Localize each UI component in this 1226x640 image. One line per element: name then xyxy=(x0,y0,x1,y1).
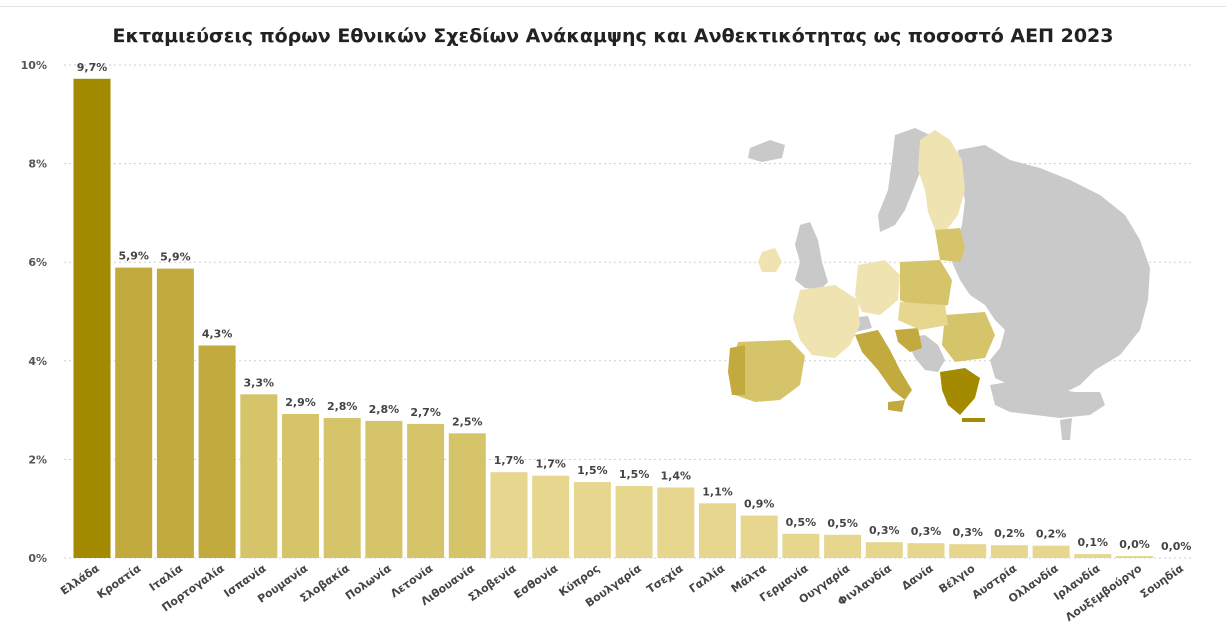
bar-20 xyxy=(907,543,945,558)
x-tick-label: Τσεχία xyxy=(644,562,686,596)
data-label: 0,2% xyxy=(1036,528,1067,541)
bar-22 xyxy=(990,545,1028,558)
data-label: 2,5% xyxy=(452,415,483,428)
bar-24 xyxy=(1074,554,1112,558)
map-croatia xyxy=(895,328,922,352)
data-label: 2,9% xyxy=(285,396,316,409)
bar-2 xyxy=(156,268,194,558)
map-non-eu-turkey xyxy=(990,380,1105,418)
map-hungary-czech xyxy=(898,302,948,330)
bar-14 xyxy=(657,487,695,558)
data-label: 0,3% xyxy=(952,526,983,539)
map-portugal xyxy=(728,345,745,395)
map-poland xyxy=(900,260,952,310)
data-label: 1,7% xyxy=(535,458,566,471)
bar-25 xyxy=(1116,556,1153,558)
y-tick-label: 8% xyxy=(28,158,47,171)
bar-13 xyxy=(615,486,653,558)
y-tick-label: 2% xyxy=(28,453,47,466)
map-non-eu-uk xyxy=(795,222,828,290)
data-label: 9,7% xyxy=(77,61,108,74)
bar-8 xyxy=(407,423,445,558)
data-label: 0,0% xyxy=(1119,538,1150,551)
data-label: 2,8% xyxy=(369,403,400,416)
chart-title: Εκταμιεύσεις πόρων Εθνικών Σχεδίων Ανάκα… xyxy=(112,25,1114,47)
data-label: 2,7% xyxy=(410,406,441,419)
data-label: 1,5% xyxy=(577,464,608,477)
data-label: 0,3% xyxy=(911,525,942,538)
y-tick-label: 4% xyxy=(28,355,47,368)
bar-10 xyxy=(490,472,528,558)
bar-0 xyxy=(73,78,111,559)
bar-15 xyxy=(699,503,736,558)
top-divider xyxy=(0,6,1226,7)
data-label: 0,2% xyxy=(994,527,1025,540)
map-non-eu-iceland xyxy=(748,140,785,162)
y-tick-label: 0% xyxy=(28,552,47,565)
bar-9 xyxy=(448,433,486,558)
map-non-eu-cyprus-east xyxy=(1060,418,1072,440)
map-sicily xyxy=(888,400,905,412)
bar-6 xyxy=(323,418,361,558)
data-label: 5,9% xyxy=(160,251,191,264)
europe-map-icon xyxy=(728,128,1150,440)
data-label: 0,3% xyxy=(869,524,900,537)
data-label: 1,5% xyxy=(619,468,650,481)
x-tick-label: Δανία xyxy=(899,562,936,593)
bar-7 xyxy=(365,420,403,558)
map-greece xyxy=(940,368,980,415)
map-baltics xyxy=(935,228,965,262)
map-crete xyxy=(962,418,985,422)
data-label: 5,9% xyxy=(118,250,149,263)
data-label: 0,5% xyxy=(786,516,817,529)
map-italy xyxy=(855,330,912,400)
bar-3 xyxy=(198,345,236,558)
x-tick-label: Γαλλία xyxy=(687,562,728,596)
map-non-eu-norway xyxy=(878,128,930,232)
map-france xyxy=(793,285,860,358)
x-tick-label: Λουξεμβούργο xyxy=(1063,562,1145,625)
map-romania-bulgaria xyxy=(942,312,995,362)
y-axis: 0% 2% 4% 6% 8% 10% xyxy=(21,59,47,565)
data-label: 0,5% xyxy=(827,517,858,530)
y-tick-label: 6% xyxy=(28,256,47,269)
data-label: 1,4% xyxy=(661,470,692,483)
y-tick-label: 10% xyxy=(21,59,47,72)
bar-17 xyxy=(782,533,820,558)
bar-21 xyxy=(949,544,987,558)
bar-1 xyxy=(115,267,153,558)
x-tick-label: Πολωνία xyxy=(343,562,394,603)
bar-18 xyxy=(824,534,862,558)
x-tick-label: Σουηδία xyxy=(1138,562,1187,601)
bar-16 xyxy=(740,515,778,558)
bar-23 xyxy=(1032,545,1070,558)
map-iberia xyxy=(730,340,805,402)
data-label: 1,7% xyxy=(494,454,525,467)
map-ireland xyxy=(758,248,782,272)
map-non-eu-east xyxy=(952,145,1150,402)
bar-4 xyxy=(240,394,278,558)
bar-5 xyxy=(282,414,319,558)
x-tick-label: Εσθονία xyxy=(512,562,561,602)
map-sweden-finland xyxy=(918,130,965,232)
data-label: 0,9% xyxy=(744,498,775,511)
data-label: 1,1% xyxy=(702,485,733,498)
bar-11 xyxy=(532,475,570,558)
bar-19 xyxy=(865,542,903,558)
data-label: 0,1% xyxy=(1078,536,1109,549)
data-label: 2,8% xyxy=(327,400,358,413)
map-germany xyxy=(855,260,900,315)
x-tick-label: Κροατία xyxy=(95,562,144,602)
data-label: 4,3% xyxy=(202,328,233,341)
data-label: 0,0% xyxy=(1161,540,1192,553)
data-label: 3,3% xyxy=(244,376,275,389)
bar-12 xyxy=(573,482,611,558)
